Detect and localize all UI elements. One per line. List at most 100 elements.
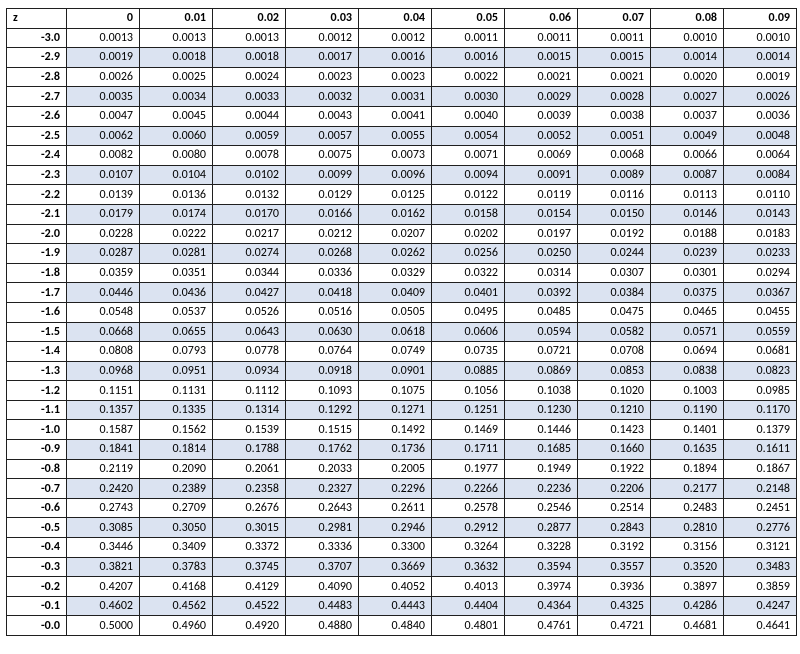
table-cell: 0.2389 [140,479,213,499]
table-row: -0.40.34460.34090.33720.33360.33000.3264… [7,538,797,558]
table-cell: 0.2420 [67,479,140,499]
table-cell: 0.3974 [505,577,578,597]
table-cell: 0.0030 [432,87,505,107]
row-header: -1.7 [7,283,67,303]
table-cell: 0.0143 [724,204,797,224]
table-cell: 0.0039 [505,106,578,126]
table-cell: 0.1515 [286,420,359,440]
z-table: z00.010.020.030.040.050.060.070.080.09 -… [6,8,797,636]
table-cell: 0.0239 [651,244,724,264]
table-cell: 0.0202 [432,224,505,244]
table-cell: 0.0082 [67,146,140,166]
table-cell: 0.0154 [505,204,578,224]
table-row: -1.60.05480.05370.05260.05160.05050.0495… [7,302,797,322]
table-cell: 0.0099 [286,165,359,185]
table-row: -0.90.18410.18140.17880.17620.17360.1711… [7,440,797,460]
table-cell: 0.0268 [286,244,359,264]
table-cell: 0.0166 [286,204,359,224]
table-cell: 0.2546 [505,498,578,518]
table-cell: 0.1131 [140,381,213,401]
table-cell: 0.0125 [359,185,432,205]
table-cell: 0.0495 [432,302,505,322]
table-cell: 0.0207 [359,224,432,244]
table-cell: 0.1251 [432,400,505,420]
table-cell: 0.2177 [651,479,724,499]
row-header: -2.3 [7,165,67,185]
row-header: -1.1 [7,400,67,420]
table-row: -2.50.00620.00600.00590.00570.00550.0054… [7,126,797,146]
table-cell: 0.0793 [140,342,213,362]
table-cell: 0.0516 [286,302,359,322]
table-cell: 0.4920 [213,616,286,636]
table-row: -0.50.30850.30500.30150.29810.29460.2912… [7,518,797,538]
table-cell: 0.0021 [578,67,651,87]
table-cell: 0.0630 [286,322,359,342]
table-cell: 0.1894 [651,459,724,479]
table-row: -1.40.08080.07930.07780.07640.07490.0735… [7,342,797,362]
table-cell: 0.0110 [724,185,797,205]
column-header: 0.07 [578,9,651,29]
table-cell: 0.0985 [724,381,797,401]
table-cell: 0.1357 [67,400,140,420]
table-cell: 0.0418 [286,283,359,303]
table-row: -3.00.00130.00130.00130.00120.00120.0011… [7,28,797,48]
table-cell: 0.0043 [286,106,359,126]
table-cell: 0.2611 [359,498,432,518]
table-cell: 0.0681 [724,342,797,362]
table-cell: 0.1170 [724,400,797,420]
table-cell: 0.0119 [505,185,578,205]
table-cell: 0.0040 [432,106,505,126]
table-cell: 0.0968 [67,361,140,381]
row-header: -1.3 [7,361,67,381]
table-cell: 0.0934 [213,361,286,381]
table-row: -0.30.38210.37830.37450.37070.36690.3632… [7,557,797,577]
table-cell: 0.0606 [432,322,505,342]
table-row: -2.30.01070.01040.01020.00990.00960.0094… [7,165,797,185]
column-header: 0.01 [140,9,213,29]
table-cell: 0.0217 [213,224,286,244]
table-row: -0.20.42070.41680.41290.40900.40520.4013… [7,577,797,597]
table-row: -0.70.24200.23890.23580.23270.22960.2266… [7,479,797,499]
table-row: -1.50.06680.06550.06430.06300.06180.0606… [7,322,797,342]
table-cell: 0.0262 [359,244,432,264]
table-row: -1.90.02870.02810.02740.02680.02620.0256… [7,244,797,264]
table-cell: 0.0019 [724,67,797,87]
table-cell: 0.0064 [724,146,797,166]
table-cell: 0.1335 [140,400,213,420]
table-cell: 0.0015 [505,48,578,68]
table-row: -2.20.01390.01360.01320.01290.01250.0122… [7,185,797,205]
table-cell: 0.4325 [578,596,651,616]
table-cell: 0.0075 [286,146,359,166]
table-cell: 0.0016 [432,48,505,68]
column-header: 0.05 [432,9,505,29]
row-header: -1.8 [7,263,67,283]
table-cell: 0.0838 [651,361,724,381]
table-row: -2.60.00470.00450.00440.00430.00410.0040… [7,106,797,126]
table-cell: 0.0336 [286,263,359,283]
table-cell: 0.0594 [505,322,578,342]
table-row: -2.00.02280.02220.02170.02120.02070.0202… [7,224,797,244]
table-cell: 0.0465 [651,302,724,322]
table-cell: 0.0018 [140,48,213,68]
table-cell: 0.3707 [286,557,359,577]
table-cell: 0.2776 [724,518,797,538]
table-cell: 0.0401 [432,283,505,303]
table-cell: 0.0037 [651,106,724,126]
table-cell: 0.0107 [67,165,140,185]
table-cell: 0.4404 [432,596,505,616]
table-cell: 0.1562 [140,420,213,440]
table-cell: 0.4880 [286,616,359,636]
table-cell: 0.1020 [578,381,651,401]
table-cell: 0.0571 [651,322,724,342]
table-cell: 0.3632 [432,557,505,577]
table-row: -0.80.21190.20900.20610.20330.20050.1977… [7,459,797,479]
table-cell: 0.2843 [578,518,651,538]
table-cell: 0.0032 [286,87,359,107]
column-header: 0.04 [359,9,432,29]
table-cell: 0.2578 [432,498,505,518]
table-cell: 0.0951 [140,361,213,381]
row-header: -2.4 [7,146,67,166]
table-cell: 0.0322 [432,263,505,283]
table-cell: 0.0017 [286,48,359,68]
table-row: -1.70.04460.04360.04270.04180.04090.0401… [7,283,797,303]
